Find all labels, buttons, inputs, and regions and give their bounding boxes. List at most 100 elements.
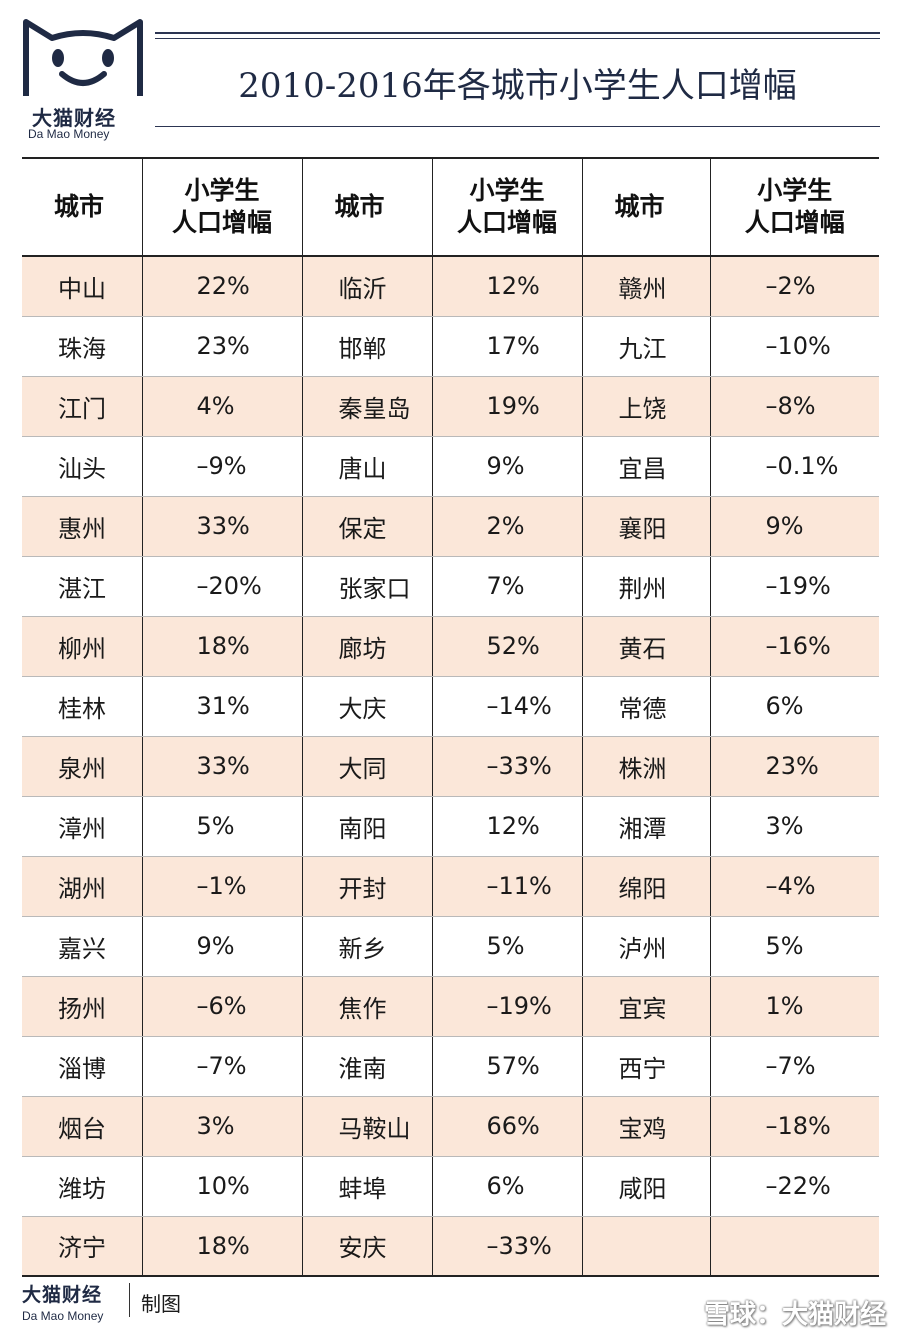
city-cell: 汕头 — [22, 436, 142, 497]
table-row: 湖州 –1% 开封 –11% 绵阳 –4% — [22, 856, 879, 917]
header-growth-3-line1: 小学生 — [757, 176, 833, 205]
growth-cell — [709, 1216, 879, 1277]
table-row: 烟台 3% 马鞍山 66% 宝鸡 –18% — [22, 1096, 879, 1157]
city-cell: 咸阳 — [581, 1156, 710, 1217]
table-row: 中山 22% 临沂 12% 赣州 –2% — [22, 256, 879, 317]
growth-cell: –33% — [431, 736, 582, 797]
city-cell: 南阳 — [301, 796, 432, 857]
city-cell: 嘉兴 — [22, 916, 142, 977]
growth-cell: 2% — [431, 496, 582, 557]
growth-cell: 5% — [141, 796, 302, 857]
city-cell: 扬州 — [22, 976, 142, 1037]
table-row: 漳州 5% 南阳 12% 湘潭 3% — [22, 796, 879, 857]
city-cell: 上饶 — [581, 376, 710, 437]
table-row: 桂林 31% 大庆 –14% 常德 6% — [22, 676, 879, 737]
city-cell: 九江 — [581, 316, 710, 377]
city-cell: 蚌埠 — [301, 1156, 432, 1217]
city-cell: 西宁 — [581, 1036, 710, 1097]
table-row: 扬州 –6% 焦作 –19% 宜宾 1% — [22, 976, 879, 1037]
growth-cell: 12% — [431, 796, 582, 857]
city-cell: 新乡 — [301, 916, 432, 977]
table-row: 湛江 –20% 张家口 7% 荆州 –19% — [22, 556, 879, 617]
growth-cell: 23% — [141, 316, 302, 377]
chart-title: 2010-2016年各城市小学生人口增幅 — [238, 66, 797, 106]
city-cell: 临沂 — [301, 256, 432, 317]
city-cell: 泉州 — [22, 736, 142, 797]
city-cell: 济宁 — [22, 1216, 142, 1277]
growth-cell: 66% — [431, 1096, 582, 1157]
header-growth-3: 小学生 人口增幅 — [709, 157, 879, 257]
growth-cell: –7% — [709, 1036, 879, 1097]
city-cell: 淄博 — [22, 1036, 142, 1097]
city-cell: 桂林 — [22, 676, 142, 737]
growth-cell: 33% — [141, 736, 302, 797]
city-cell: 湛江 — [22, 556, 142, 617]
city-cell: 江门 — [22, 376, 142, 437]
header-city-3: 城市 — [581, 157, 710, 257]
city-cell: 保定 — [301, 496, 432, 557]
growth-cell: 9% — [431, 436, 582, 497]
footer-brand-cn: 大猫财经 — [22, 1284, 103, 1306]
growth-cell: 31% — [141, 676, 302, 737]
header-city-2: 城市 — [301, 157, 432, 257]
table-row: 柳州 18% 廊坊 52% 黄石 –16% — [22, 616, 879, 677]
growth-cell: –6% — [141, 976, 302, 1037]
city-cell: 潍坊 — [22, 1156, 142, 1217]
header-growth-3-line2: 人口增幅 — [744, 208, 845, 237]
growth-cell: –11% — [431, 856, 582, 917]
growth-cell: 52% — [431, 616, 582, 677]
growth-cell: 12% — [431, 256, 582, 317]
growth-cell: –18% — [709, 1096, 879, 1157]
growth-cell: 5% — [709, 916, 879, 977]
growth-cell: –2% — [709, 256, 879, 317]
table-row: 济宁 18% 安庆 –33% — [22, 1216, 879, 1277]
watermark-text: 雪球：大猫财经 — [703, 1300, 886, 1330]
city-cell: 湘潭 — [581, 796, 710, 857]
city-cell: 秦皇岛 — [301, 376, 432, 437]
table-header-row: 城市 小学生 人口增幅 城市 小学生 人口增幅 城市 小学生 人口增幅 — [22, 157, 879, 257]
growth-cell: 6% — [709, 676, 879, 737]
header-growth-2-line2: 人口增幅 — [456, 208, 557, 237]
logo-name-en: Da Mao Money — [28, 127, 110, 141]
city-cell: 珠海 — [22, 316, 142, 377]
table-row: 惠州 33% 保定 2% 襄阳 9% — [22, 496, 879, 557]
city-cell: 张家口 — [301, 556, 432, 617]
growth-cell: 57% — [431, 1036, 582, 1097]
header-growth-1-line1: 小学生 — [184, 176, 260, 205]
growth-cell: 6% — [431, 1156, 582, 1217]
city-cell: 宜宾 — [581, 976, 710, 1037]
city-cell: 泸州 — [581, 916, 710, 977]
title-bottom-rule — [155, 126, 880, 127]
city-cell: 大庆 — [301, 676, 432, 737]
growth-cell: –14% — [431, 676, 582, 737]
city-cell: 马鞍山 — [301, 1096, 432, 1157]
header-growth-1-line2: 人口增幅 — [171, 208, 272, 237]
table-row: 淄博 –7% 淮南 57% 西宁 –7% — [22, 1036, 879, 1097]
city-cell: 柳州 — [22, 616, 142, 677]
growth-cell: 19% — [431, 376, 582, 437]
city-cell: 廊坊 — [301, 616, 432, 677]
footer-brand: 大猫财经 Da Mao Money — [22, 1280, 103, 1323]
table-row: 珠海 23% 邯郸 17% 九江 –10% — [22, 316, 879, 377]
growth-cell: 4% — [141, 376, 302, 437]
city-cell: 烟台 — [22, 1096, 142, 1157]
city-cell: 宜昌 — [581, 436, 710, 497]
city-cell: 邯郸 — [301, 316, 432, 377]
title-top-rule-1 — [155, 32, 880, 34]
table-body: 中山 22% 临沂 12% 赣州 –2% 珠海 23% 邯郸 17% 九江 –10% 江门 4% 秦皇岛 19… — [22, 256, 879, 1277]
growth-cell: 5% — [431, 916, 582, 977]
header-growth-2: 小学生 人口增幅 — [431, 157, 582, 257]
city-cell: 宝鸡 — [581, 1096, 710, 1157]
table-row: 江门 4% 秦皇岛 19% 上饶 –8% — [22, 376, 879, 437]
growth-cell: –4% — [709, 856, 879, 917]
city-cell: 黄石 — [581, 616, 710, 677]
footer-credit: 制图 — [141, 1292, 181, 1316]
growth-cell: –16% — [709, 616, 879, 677]
city-cell: 开封 — [301, 856, 432, 917]
city-cell: 惠州 — [22, 496, 142, 557]
growth-cell: 22% — [141, 256, 302, 317]
growth-cell: –10% — [709, 316, 879, 377]
title-top-rule-2 — [155, 38, 880, 39]
city-cell: 唐山 — [301, 436, 432, 497]
growth-cell: 1% — [709, 976, 879, 1037]
